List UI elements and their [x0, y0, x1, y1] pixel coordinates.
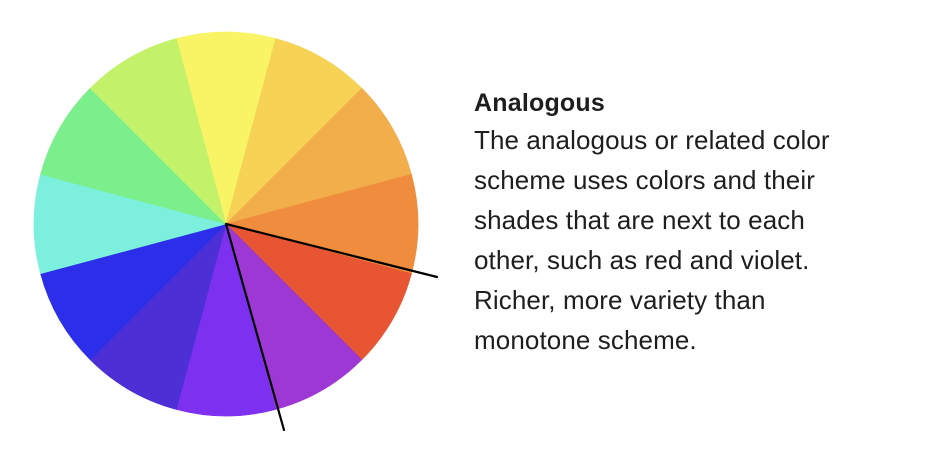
wheel-segment: [40, 87, 228, 225]
wheel-segment: [224, 223, 412, 361]
wheel-segment: [225, 38, 363, 226]
analogous-boundary-line-2: [224, 222, 286, 432]
color-wheel-graphic: [33, 31, 439, 432]
wheel-segment: [33, 173, 228, 275]
analogous-boundary-line-1: [224, 222, 439, 279]
wheel-segment: [89, 222, 227, 410]
wheel-segment: [89, 38, 227, 226]
wheel-segment: [224, 87, 412, 225]
scheme-body-text: The analogous or related color scheme us…: [474, 125, 830, 355]
wheel-segment: [175, 31, 277, 226]
scheme-description: Analogous The analogous or related color…: [474, 86, 924, 360]
color-wheel: [0, 0, 460, 450]
wheel-segment: [40, 223, 228, 361]
wheel-segment: [175, 222, 277, 417]
scheme-title: Analogous: [474, 89, 605, 117]
